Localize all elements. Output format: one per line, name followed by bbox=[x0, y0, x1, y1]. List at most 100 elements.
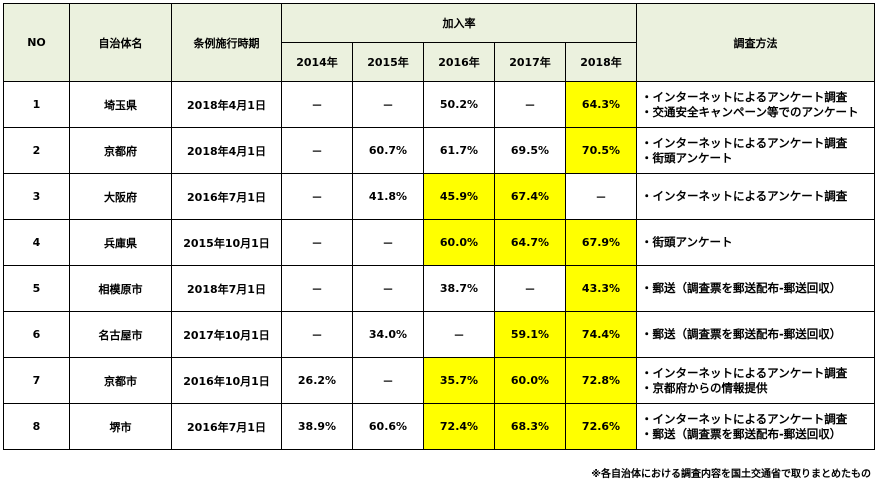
rate-cell: － bbox=[494, 265, 566, 312]
rate-cell: 67.4% bbox=[494, 173, 566, 220]
rate-cell: 38.7% bbox=[423, 265, 495, 312]
rate-cell: 72.6% bbox=[564, 403, 638, 450]
header-municipality: 自治体名 bbox=[69, 3, 172, 82]
row-number: 4 bbox=[3, 219, 70, 266]
rate-cell: 60.7% bbox=[352, 127, 424, 174]
survey-method-item: ・インターネットによるアンケート調査 bbox=[641, 135, 848, 150]
header-year: 2014年 bbox=[281, 42, 353, 82]
rate-cell: 60.0% bbox=[423, 219, 495, 266]
rate-cell: － bbox=[494, 81, 566, 128]
rate-cell: 68.3% bbox=[494, 403, 566, 450]
survey-method: ・インターネットによるアンケート調査 ・交通安全キャンペーン等でのアンケート bbox=[636, 81, 876, 128]
rate-cell: 41.8% bbox=[352, 173, 424, 220]
row-number: 2 bbox=[3, 127, 70, 174]
insurance-rate-table: NO 自治体名 条例施行時期 加入率 調査方法 2014年 2015年 2016… bbox=[3, 3, 876, 450]
survey-method-item: ・郵送（調査票を郵送配布-郵送回収） bbox=[641, 281, 842, 295]
enforcement-date: 2017年10月1日 bbox=[171, 311, 282, 358]
table-row: 3 大阪府 2016年7月1日－ 41.8% 45.9% 67.4% －・インターネットによ… bbox=[3, 173, 876, 220]
rate-cell: 35.7% bbox=[423, 357, 495, 404]
rate-cell: － bbox=[281, 81, 353, 128]
enforcement-date: 2016年10月1日 bbox=[171, 357, 282, 404]
table-row: 2 京都府 2018年4月1日－ 60.7% 61.7% 69.5% 70.5% ・インターネ… bbox=[3, 127, 876, 174]
header-enforcement-date: 条例施行時期 bbox=[171, 3, 282, 82]
rate-cell: － bbox=[564, 173, 638, 220]
municipality-name: 兵庫県 bbox=[69, 219, 172, 266]
header-no: NO bbox=[3, 3, 70, 82]
rate-cell: 50.2% bbox=[423, 81, 495, 128]
survey-method-item: ・インターネットによるアンケート調査 bbox=[641, 411, 848, 426]
rate-cell: 74.4% bbox=[564, 311, 638, 358]
enforcement-date: 2018年7月1日 bbox=[171, 265, 282, 312]
row-number: 1 bbox=[3, 81, 70, 128]
rate-cell: － bbox=[281, 173, 353, 220]
municipality-name: 埼玉県 bbox=[69, 81, 172, 128]
row-number: 6 bbox=[3, 311, 70, 358]
rate-cell: － bbox=[281, 127, 353, 174]
survey-method-item: ・インターネットによるアンケート調査 bbox=[641, 189, 848, 203]
municipality-name: 京都市 bbox=[69, 357, 172, 404]
rate-cell: 43.3% bbox=[564, 265, 638, 312]
survey-method: ・インターネットによるアンケート調査 ・郵送（調査票を郵送配布-郵送回収） bbox=[636, 403, 876, 450]
header-year: 2017年 bbox=[494, 42, 566, 82]
rate-cell: 38.9% bbox=[281, 403, 353, 450]
survey-method-item: ・街頭アンケート bbox=[641, 235, 733, 249]
row-number: 8 bbox=[3, 403, 70, 450]
survey-method-item: ・インターネットによるアンケート調査 bbox=[641, 89, 848, 104]
table-row: 6 名古屋市 2017年10月1日－ 34.0% － 59.1% 74.4% ・郵送（調査票を… bbox=[3, 311, 876, 358]
table-row: 4 兵庫県 2015年10月1日－－ 60.0% 64.7% 67.9% ・街頭アンケート bbox=[3, 219, 876, 266]
rate-cell: 64.3% bbox=[564, 81, 638, 128]
rate-cell: － bbox=[352, 265, 424, 312]
rate-cell: － bbox=[352, 219, 424, 266]
survey-method: ・郵送（調査票を郵送配布-郵送回収） bbox=[636, 265, 876, 312]
rate-cell: 60.0% bbox=[494, 357, 566, 404]
enforcement-date: 2016年7月1日 bbox=[171, 173, 282, 220]
rate-cell: 34.0% bbox=[352, 311, 424, 358]
table-row: 8 堺市 2016年7月1日 38.9% 60.6% 72.4% 68.3% 72.6% ・イン… bbox=[3, 403, 876, 450]
municipality-name: 相模原市 bbox=[69, 265, 172, 312]
rate-cell: － bbox=[352, 81, 424, 128]
survey-method: ・インターネットによるアンケート調査 bbox=[636, 173, 876, 220]
rate-cell: 69.5% bbox=[494, 127, 566, 174]
rate-cell: 59.1% bbox=[494, 311, 566, 358]
survey-method-item: ・郵送（調査票を郵送配布-郵送回収） bbox=[641, 327, 842, 341]
rate-cell: － bbox=[281, 265, 353, 312]
rate-cell: 70.5% bbox=[564, 127, 638, 174]
table-body: 1 埼玉県 2018年4月1日－－ 50.2% － 64.3% ・インターネットによるアンケ… bbox=[3, 81, 876, 450]
municipality-name: 京都府 bbox=[69, 127, 172, 174]
survey-method-item: ・郵送（調査票を郵送配布-郵送回収） bbox=[641, 426, 842, 441]
municipality-name: 大阪府 bbox=[69, 173, 172, 220]
rate-cell: － bbox=[281, 311, 353, 358]
rate-cell: － bbox=[281, 219, 353, 266]
survey-method-item: ・京都府からの情報提供 bbox=[641, 380, 768, 395]
rate-cell: 60.6% bbox=[352, 403, 424, 450]
rate-cell: 26.2% bbox=[281, 357, 353, 404]
survey-method-item: ・インターネットによるアンケート調査 bbox=[641, 365, 848, 380]
survey-method-item: ・街頭アンケート bbox=[641, 150, 733, 165]
enforcement-date: 2018年4月1日 bbox=[171, 81, 282, 128]
rate-cell: － bbox=[352, 357, 424, 404]
table-row: 7 京都市 2016年10月1日 26.2% － 35.7% 60.0% 72.8% ・インター… bbox=[3, 357, 876, 404]
survey-method-item: ・交通安全キャンペーン等でのアンケート bbox=[641, 104, 859, 119]
row-number: 3 bbox=[3, 173, 70, 220]
footnote: ※各自治体における調査内容を国土交通省で取りまとめたもの bbox=[591, 469, 871, 480]
survey-method: ・郵送（調査票を郵送配布-郵送回収） bbox=[636, 311, 876, 358]
row-number: 5 bbox=[3, 265, 70, 312]
survey-method: ・インターネットによるアンケート調査 ・京都府からの情報提供 bbox=[636, 357, 876, 404]
header-method: 調査方法 bbox=[636, 3, 876, 82]
municipality-name: 堺市 bbox=[69, 403, 172, 450]
enforcement-date: 2016年7月1日 bbox=[171, 403, 282, 450]
header-year: 2015年 bbox=[352, 42, 424, 82]
enforcement-date: 2018年4月1日 bbox=[171, 127, 282, 174]
rate-cell: 45.9% bbox=[423, 173, 495, 220]
rate-cell: 64.7% bbox=[494, 219, 566, 266]
header-year: 2016年 bbox=[423, 42, 495, 82]
header-rate-group: 加入率 bbox=[280, 3, 638, 43]
table-row: 1 埼玉県 2018年4月1日－－ 50.2% － 64.3% ・インターネットによるアンケ… bbox=[3, 81, 876, 128]
rate-cell: 67.9% bbox=[564, 219, 638, 266]
survey-method: ・インターネットによるアンケート調査 ・街頭アンケート bbox=[636, 127, 876, 174]
municipality-name: 名古屋市 bbox=[69, 311, 172, 358]
rate-cell: 72.4% bbox=[423, 403, 495, 450]
rate-cell: － bbox=[423, 311, 495, 358]
survey-method: ・街頭アンケート bbox=[636, 219, 876, 266]
header-year: 2018年 bbox=[564, 42, 638, 82]
